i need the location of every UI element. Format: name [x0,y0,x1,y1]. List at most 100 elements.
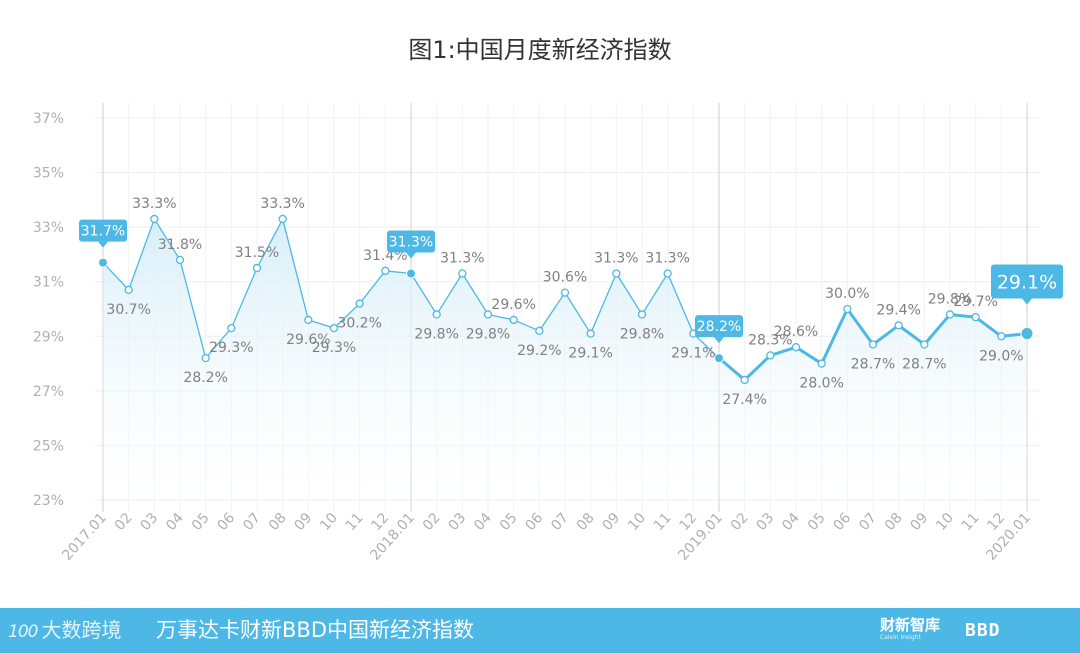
data-point [637,310,647,319]
series-line-segment [487,313,515,321]
data-label: 28.0% [799,376,843,392]
data-point [252,263,262,273]
data-label: 27.4% [722,392,766,408]
data-label: 29.1% [671,346,715,362]
x-tick-label: 07 [856,510,880,534]
series-line-segment [564,291,592,335]
data-point [971,313,980,322]
data-point [150,214,159,224]
x-tick-label: 02 [728,510,752,534]
data-label: 31.3% [440,251,484,267]
x-tick-label: 07 [240,510,264,534]
x-tick-label: 08 [266,510,290,534]
data-label: 29.4% [876,302,920,318]
data-point [663,269,672,278]
x-tick-label: 05 [497,510,521,534]
data-label: 29.6% [286,332,330,348]
series-line-segment [538,291,566,332]
data-point [329,323,339,333]
x-tick-label: 02 [420,510,444,534]
footer-title: 万事达卡财新BBD中国新经济指数 [156,618,474,642]
data-point [432,310,441,319]
data-point [612,269,621,278]
data-label: 33.3% [260,196,304,212]
series-line-segment [256,218,284,269]
highlight-point [406,268,416,279]
footer-bar [0,608,1080,653]
y-tick-label: 23% [33,493,64,509]
series-line-segment [641,272,669,316]
y-tick-label: 31% [33,275,64,291]
data-point [483,310,493,319]
data-label: 33.3% [132,196,176,212]
data-point [304,315,313,325]
x-tick-label: 06 [214,510,238,534]
x-tick-label: 11 [959,510,983,534]
data-label: 28.7% [851,356,895,372]
series-line-segment [667,272,694,335]
data-point [535,326,544,335]
x-tick-label: 10 [625,510,649,534]
data-label: 30.7% [106,302,150,318]
data-label: 29.8% [466,326,510,342]
data-point [278,214,287,224]
y-tick-label: 35% [33,166,64,182]
series-line-segment [590,272,617,335]
series-line-segment [820,307,849,366]
series-line-segment [410,272,438,316]
data-point [586,329,595,338]
data-point [997,332,1006,341]
data-label: 31.3% [594,251,638,267]
y-tick-label: 37% [33,111,64,127]
series-line-segment [922,312,952,346]
series-line-segment [897,323,926,346]
caixin-logo-sub: Caixin Insight [880,634,921,641]
caixin-logo: 财新智库 Caixin Insight [880,616,940,646]
series-line-segment [974,315,1003,338]
series-line-segment [436,272,463,316]
y-tick-label: 27% [33,384,64,400]
data-label: 31.8% [158,237,202,253]
data-point [124,285,133,295]
y-tick-label: 29% [33,329,64,345]
data-point [766,351,775,360]
x-tick-label: 2017.01 [59,510,110,564]
watermark-text: 大数跨境 [41,618,122,642]
callout-label: 31.3% [389,235,433,251]
data-point [560,288,570,297]
x-tick-label: 04 [163,510,187,534]
data-label: 29.8% [620,326,664,342]
series-line-segment [461,272,489,316]
series-line-segment [845,307,875,346]
x-tick-label: 09 [599,510,623,534]
data-label: 29.1% [568,346,612,362]
data-point [894,321,903,330]
x-tick-label: 08 [574,510,598,534]
data-label: 29.0% [979,348,1023,364]
data-label: 30.0% [825,286,869,302]
x-tick-label: 09 [907,510,931,534]
bbd-logo: BBD [965,620,1001,641]
caixin-logo-text: 财新智库 [880,616,941,634]
data-point [817,359,826,368]
x-tick-label: 04 [471,510,495,534]
line-chart: 31.7% 30.7% 33.3% 31.8% 28.2% 29.3% 31.5% 33.3%… [33,103,1063,564]
data-label: 28.6% [774,324,818,340]
series-line-segment [768,345,798,357]
series-line-segment [513,319,540,332]
series-line-segment [743,353,772,382]
callout-box [695,315,743,338]
callout-label: 29.1% [997,272,1057,294]
x-tick-label: 10 [933,510,957,534]
data-label: 28.3% [748,332,792,348]
data-label: 31.5% [235,245,279,261]
callout-pointer [714,337,724,344]
data-label: 30.2% [337,316,381,332]
data-point [740,375,749,385]
data-label: 29.6% [491,297,535,313]
x-tick-label: 03 [445,510,469,534]
x-tick-label: 07 [548,510,572,534]
data-label: 31.3% [645,251,689,267]
callout-box [79,219,127,242]
series-line-segment [282,218,309,321]
